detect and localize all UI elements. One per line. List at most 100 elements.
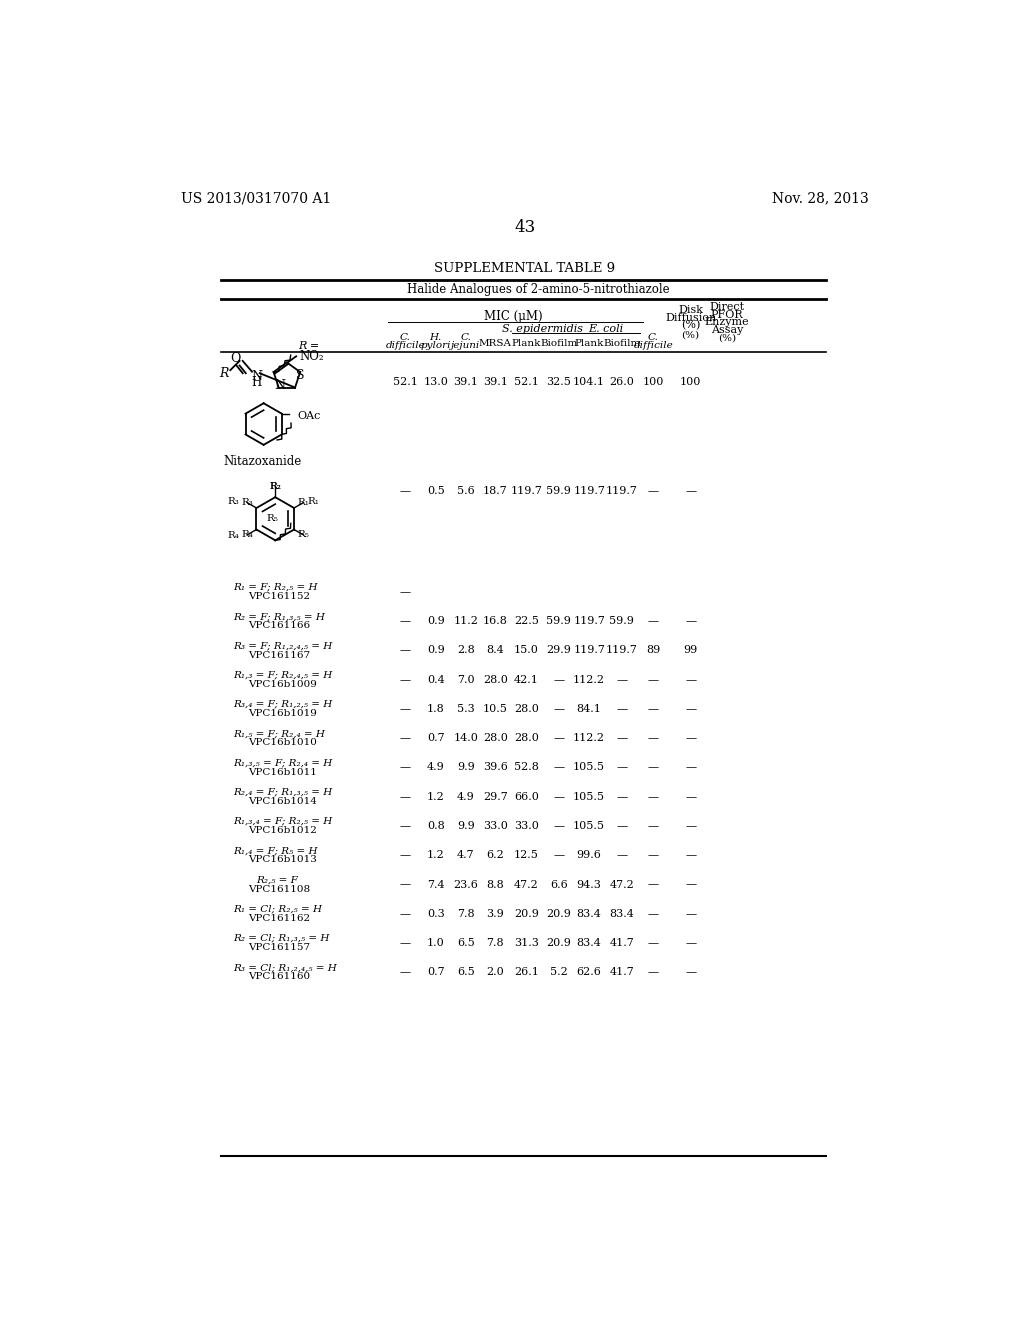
- Text: 1.0: 1.0: [427, 939, 444, 948]
- Text: 0.9: 0.9: [427, 616, 444, 626]
- Text: R₄: R₄: [241, 531, 253, 540]
- Text: 11.2: 11.2: [454, 616, 478, 626]
- Text: NO₂: NO₂: [299, 350, 324, 363]
- Text: —: —: [648, 879, 659, 890]
- Text: VPC16b1011: VPC16b1011: [248, 768, 317, 776]
- Text: difficile: difficile: [386, 341, 425, 350]
- Text: —: —: [616, 763, 628, 772]
- Text: 0.3: 0.3: [427, 908, 444, 919]
- Text: 5.2: 5.2: [550, 968, 567, 977]
- Text: H.: H.: [429, 334, 441, 342]
- Text: MIC (μM): MIC (μM): [484, 310, 543, 323]
- Text: —: —: [400, 792, 411, 801]
- Text: 26.1: 26.1: [514, 968, 539, 977]
- Text: 105.5: 105.5: [573, 821, 605, 832]
- Text: 119.7: 119.7: [510, 486, 543, 496]
- Text: C.: C.: [461, 334, 471, 342]
- Text: 7.8: 7.8: [457, 908, 475, 919]
- Text: 6.5: 6.5: [457, 939, 475, 948]
- Text: 0.7: 0.7: [427, 733, 444, 743]
- Text: 39.1: 39.1: [483, 376, 508, 387]
- Text: —: —: [553, 733, 564, 743]
- Text: 39.6: 39.6: [483, 763, 508, 772]
- Text: 43: 43: [514, 219, 536, 236]
- Text: 100: 100: [643, 376, 665, 387]
- Text: VPC161167: VPC161167: [248, 651, 310, 660]
- Text: MRSA: MRSA: [479, 339, 512, 347]
- Text: —: —: [400, 821, 411, 832]
- Text: —: —: [400, 587, 411, 597]
- Text: —: —: [400, 704, 411, 714]
- Text: 119.7: 119.7: [573, 616, 605, 626]
- Text: —: —: [616, 704, 628, 714]
- Text: 29.7: 29.7: [483, 792, 508, 801]
- Text: —: —: [648, 733, 659, 743]
- Text: 20.9: 20.9: [547, 939, 571, 948]
- Text: S. epidermidis: S. epidermidis: [502, 323, 583, 334]
- Text: 99.6: 99.6: [577, 850, 601, 861]
- Text: 10.5: 10.5: [483, 704, 508, 714]
- Text: H: H: [252, 376, 262, 389]
- Text: 59.9: 59.9: [547, 486, 571, 496]
- Text: R₁,₅ = F; R₂,₄ = H: R₁,₅ = F; R₂,₄ = H: [233, 729, 326, 738]
- Text: —: —: [685, 821, 696, 832]
- Text: VPC161160: VPC161160: [248, 973, 310, 981]
- Text: 47.2: 47.2: [514, 879, 539, 890]
- Text: 84.1: 84.1: [577, 704, 601, 714]
- Text: —: —: [685, 968, 696, 977]
- Text: 100: 100: [680, 376, 701, 387]
- Text: 41.7: 41.7: [609, 939, 634, 948]
- Text: 0.7: 0.7: [427, 968, 444, 977]
- Text: 28.0: 28.0: [483, 675, 508, 685]
- Text: —: —: [685, 939, 696, 948]
- Text: 83.4: 83.4: [577, 939, 601, 948]
- Text: R₅: R₅: [298, 531, 309, 540]
- Text: —: —: [400, 908, 411, 919]
- Text: N: N: [251, 370, 262, 383]
- Text: jejuni: jejuni: [452, 341, 480, 350]
- Text: R₂: R₂: [269, 482, 282, 491]
- Text: 32.5: 32.5: [547, 376, 571, 387]
- Text: VPC16b1012: VPC16b1012: [248, 826, 317, 836]
- Text: R₁: R₁: [298, 498, 309, 507]
- Text: 18.7: 18.7: [483, 486, 508, 496]
- Text: 0.9: 0.9: [427, 645, 444, 656]
- Text: 13.0: 13.0: [423, 376, 449, 387]
- Text: VPC16b1010: VPC16b1010: [248, 738, 317, 747]
- Text: 12.5: 12.5: [514, 850, 539, 861]
- Text: 20.9: 20.9: [514, 908, 539, 919]
- Text: 105.5: 105.5: [573, 792, 605, 801]
- Text: —: —: [616, 821, 628, 832]
- Text: VPC161108: VPC161108: [248, 884, 310, 894]
- Text: 1.8: 1.8: [427, 704, 444, 714]
- Text: Plank: Plank: [512, 339, 541, 347]
- Text: Biofilm: Biofilm: [541, 339, 578, 347]
- Text: R: R: [219, 367, 228, 380]
- Text: 2.0: 2.0: [486, 968, 504, 977]
- Text: 5.6: 5.6: [457, 486, 475, 496]
- Text: 29.9: 29.9: [547, 645, 571, 656]
- Text: —: —: [685, 850, 696, 861]
- Text: 119.7: 119.7: [573, 486, 605, 496]
- Text: R₃: R₃: [242, 498, 253, 507]
- Text: 6.6: 6.6: [550, 879, 567, 890]
- Text: VPC161162: VPC161162: [248, 913, 310, 923]
- Text: —: —: [685, 616, 696, 626]
- Text: 3.9: 3.9: [486, 908, 504, 919]
- Text: VPC16b1009: VPC16b1009: [248, 680, 317, 689]
- Text: 5.3: 5.3: [457, 704, 475, 714]
- Text: 31.3: 31.3: [514, 939, 539, 948]
- Text: 2.8: 2.8: [457, 645, 475, 656]
- Text: 119.7: 119.7: [606, 486, 638, 496]
- Text: —: —: [648, 763, 659, 772]
- Text: R₂: R₂: [269, 482, 282, 491]
- Text: R₁,₄ = F; R₅ = H: R₁,₄ = F; R₅ = H: [233, 846, 317, 855]
- Text: Diffusion: Diffusion: [665, 313, 716, 323]
- Text: R₂,₅ = F: R₂,₅ = F: [257, 875, 299, 884]
- Text: 41.7: 41.7: [609, 968, 634, 977]
- Text: 105.5: 105.5: [573, 763, 605, 772]
- Text: Halide Analogues of 2-amino-5-nitrothiazole: Halide Analogues of 2-amino-5-nitrothiaz…: [407, 282, 670, 296]
- Text: R =: R =: [299, 342, 319, 351]
- Text: 0.5: 0.5: [427, 486, 444, 496]
- Text: —: —: [553, 821, 564, 832]
